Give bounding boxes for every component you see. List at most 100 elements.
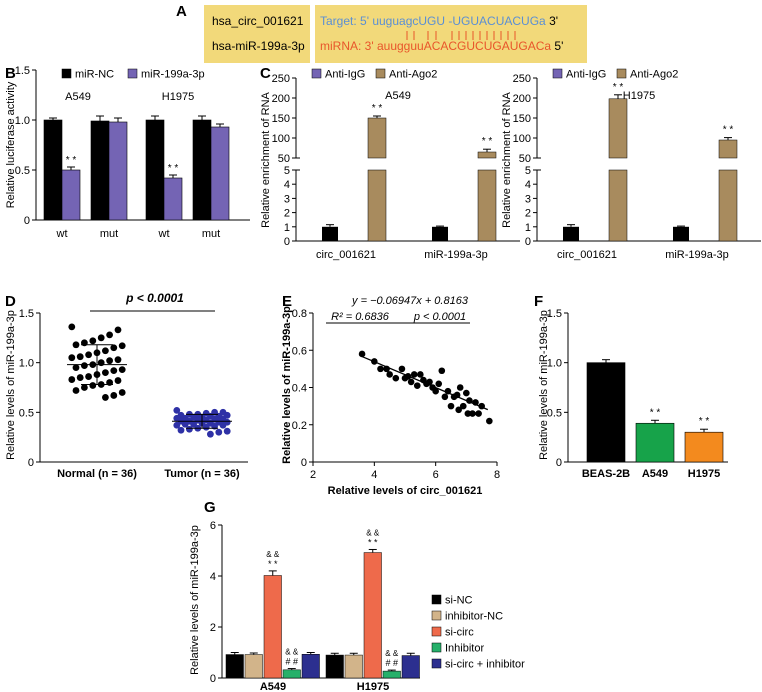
b-bar-wt-miR-199a-3p bbox=[163, 177, 183, 221]
panel-letter-g: G bbox=[204, 499, 216, 516]
mir-name: hsa-miR-199a-3p bbox=[212, 39, 305, 53]
g-bar-si-circ bbox=[263, 575, 282, 679]
c-legend-igg-label: Anti-IgG bbox=[325, 69, 365, 81]
b-legend-mir199-swatch bbox=[127, 68, 138, 79]
c-xtick-label: miR-199a-3p bbox=[424, 249, 488, 261]
c-bar-igg bbox=[432, 226, 448, 241]
d-normal-point bbox=[68, 354, 76, 362]
c-ytick-label: 1 bbox=[284, 222, 290, 234]
c-bar-ago2-upper bbox=[608, 98, 628, 159]
d-normal-point bbox=[114, 326, 122, 334]
f-ytick-label: 1.0 bbox=[547, 358, 562, 370]
d-normal-point bbox=[102, 347, 109, 355]
d-normal-point bbox=[72, 387, 80, 394]
e-point bbox=[413, 382, 421, 389]
d-normal-point bbox=[110, 392, 118, 399]
g-bar-Inhibitor bbox=[282, 669, 301, 679]
c-ytick-label: 2 bbox=[284, 208, 290, 220]
e-point bbox=[447, 402, 455, 410]
d-normal-point bbox=[68, 323, 76, 331]
f-bar-A549 bbox=[635, 422, 675, 463]
chart-b: 0 0.5 1.0 1.5 Relative luciferase activity mi… bbox=[5, 65, 250, 240]
f-ytick-label: 0.5 bbox=[547, 407, 562, 419]
panel-a-name-box bbox=[204, 5, 310, 63]
d-normal-point bbox=[118, 366, 126, 374]
mirna-sequence: miRNA: 3' auugguuACACGUCUGAUGACa 5' bbox=[320, 39, 563, 53]
g-sig-amp: & & bbox=[385, 649, 399, 658]
e-xtick-label: 8 bbox=[494, 469, 500, 481]
b-bar-wt-miR-NC bbox=[145, 119, 165, 221]
e-xtick-label: 6 bbox=[433, 469, 439, 481]
d-normal-point bbox=[118, 342, 126, 350]
panel-a-alignment: hsa_circ_001621 hsa-miR-199a-3p Target: … bbox=[204, 5, 587, 63]
c-bar-ago2-lower bbox=[608, 169, 628, 242]
e-point bbox=[456, 384, 464, 391]
c-ytick-label: 5 bbox=[284, 165, 290, 177]
c-legend-ago2-label: Anti-Ago2 bbox=[630, 69, 678, 81]
e-point bbox=[377, 365, 384, 373]
e-point bbox=[426, 378, 433, 386]
e-pvalue: p < 0.0001 bbox=[413, 311, 466, 323]
e-point bbox=[441, 393, 449, 401]
f-xtick-label: A549 bbox=[642, 468, 668, 480]
c-bar-ago2-lower bbox=[367, 169, 387, 242]
g-legend-0-label: si-NC bbox=[445, 595, 473, 607]
panel-letter-b: B bbox=[5, 65, 16, 82]
e-point bbox=[463, 389, 470, 397]
f-bar-H1975 bbox=[684, 431, 724, 463]
g-legend-3-label: Inhibitor bbox=[445, 643, 484, 655]
e-point bbox=[417, 371, 424, 378]
e-fit-line bbox=[361, 355, 489, 411]
d-xtick-label: Normal (n = 36) bbox=[57, 468, 137, 480]
c-sig: * * bbox=[613, 82, 624, 93]
c-bar-ago2-upper bbox=[367, 117, 387, 159]
c-ytick-label: 50 bbox=[519, 153, 531, 165]
c-sig: * * bbox=[482, 136, 493, 147]
c-ytick-label: 50 bbox=[278, 153, 290, 165]
b-ytick-label: 1.5 bbox=[15, 65, 30, 77]
g-legend-1-label: inhibitor-NC bbox=[445, 611, 503, 623]
d-normal-point bbox=[89, 337, 97, 345]
d-normal-point bbox=[118, 389, 126, 396]
b-legend-mir199-label: miR-199a-3p bbox=[141, 69, 205, 81]
c-bar-ago2-lower bbox=[718, 169, 738, 242]
e-point bbox=[464, 410, 472, 417]
c-ytick-label: 3 bbox=[525, 193, 531, 205]
d-normal-point bbox=[89, 382, 97, 389]
g-legend-0-swatch bbox=[431, 594, 442, 605]
e-point bbox=[435, 380, 443, 388]
e-point bbox=[459, 402, 467, 410]
panel-letter-a: A bbox=[176, 3, 187, 20]
d-normal-point bbox=[114, 377, 122, 384]
b-ylabel: Relative luciferase activity bbox=[5, 81, 17, 208]
c-ytick-label: 4 bbox=[284, 179, 290, 191]
d-normal-point bbox=[102, 394, 109, 401]
panel-letter-e: E bbox=[282, 293, 292, 310]
d-normal-point bbox=[102, 369, 109, 376]
g-bar-si-NC bbox=[325, 654, 344, 679]
g-bar-si-circ-inhibitor bbox=[301, 654, 320, 679]
d-normal-point bbox=[68, 376, 76, 383]
b-bar-wt-miR-NC bbox=[43, 119, 63, 221]
e-r2: R² = 0.6836 bbox=[331, 311, 390, 323]
g-bar-Inhibitor bbox=[382, 670, 401, 679]
g-sig: # # bbox=[285, 657, 298, 667]
c-legend-igg-label: Anti-IgG bbox=[566, 69, 606, 81]
f-xtick-label: BEAS-2B bbox=[582, 468, 630, 480]
c-ylabel: Relative enrichment of RNA bbox=[260, 91, 272, 227]
base-pair-lines bbox=[406, 31, 516, 40]
b-legend-mirnc-label: miR-NC bbox=[75, 69, 114, 81]
d-pvalue: p < 0.0001 bbox=[125, 291, 184, 305]
d-tumor-point bbox=[223, 427, 231, 435]
d-normal-point bbox=[106, 331, 113, 339]
c-legend-igg-swatch bbox=[552, 68, 563, 79]
c-xtick-label: circ_001621 bbox=[316, 249, 376, 261]
c-ytick-label: 1 bbox=[525, 222, 531, 234]
b-sig: * * bbox=[66, 155, 77, 166]
c-ytick-label: 5 bbox=[525, 165, 531, 177]
c-legend-ago2-swatch bbox=[616, 68, 627, 79]
b-legend-mirnc-swatch bbox=[61, 68, 72, 79]
f-ytick-label: 1.5 bbox=[547, 308, 562, 320]
